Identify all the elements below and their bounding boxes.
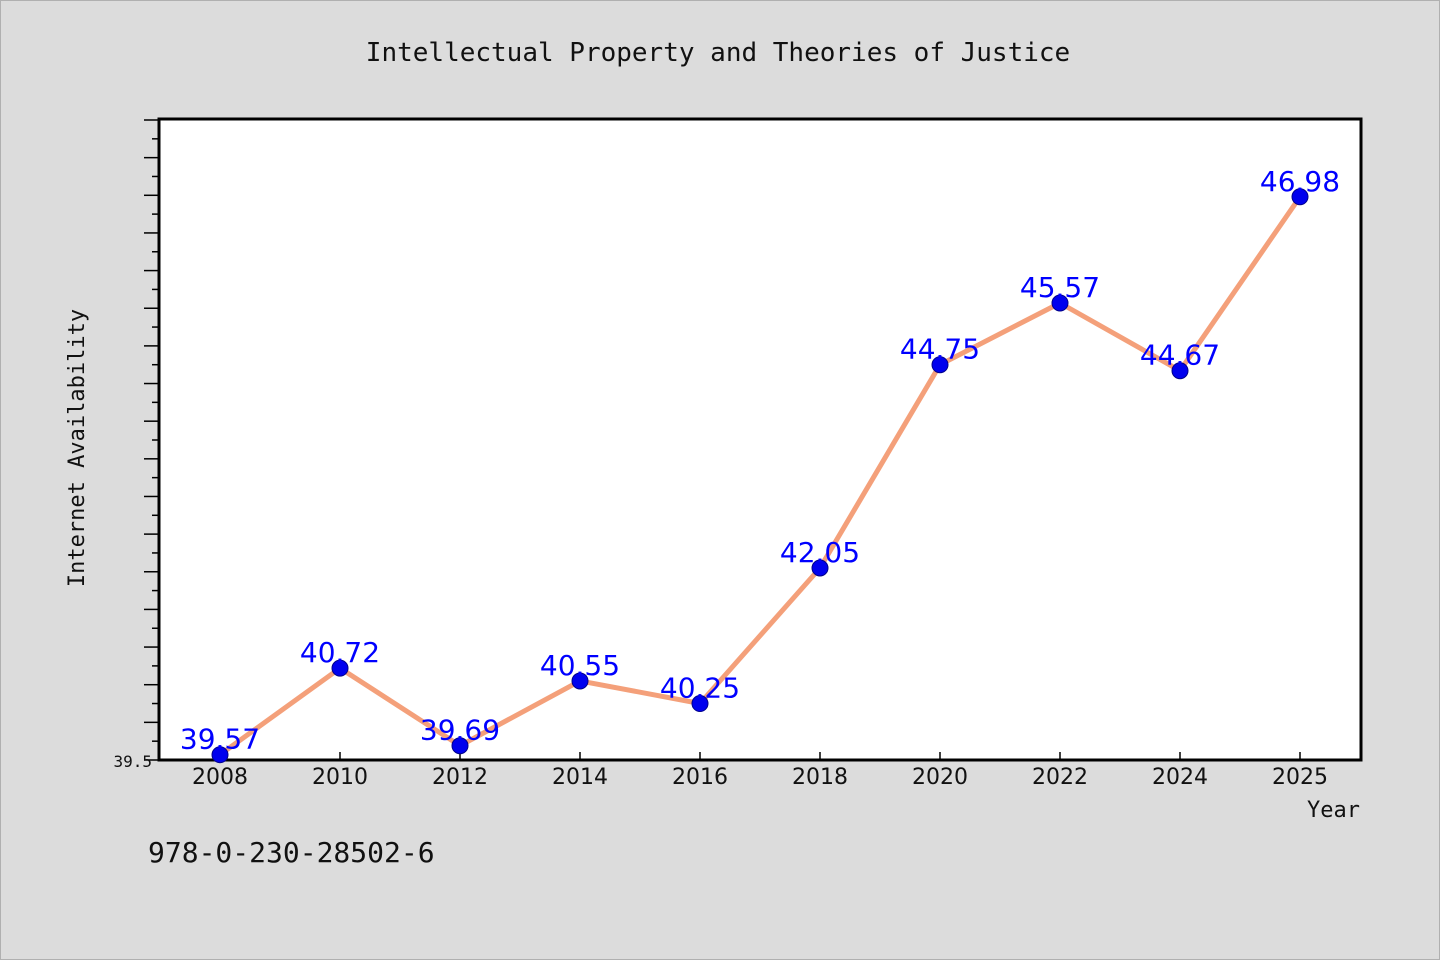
y-tick-label: 39.5 [113, 752, 152, 771]
data-label: 39.57 [180, 723, 260, 756]
x-tick-label: 2024 [1152, 765, 1208, 790]
x-axis-label: Year [1307, 798, 1360, 823]
x-tick-label: 2022 [1032, 765, 1088, 790]
data-label: 42.05 [780, 536, 860, 569]
x-tick-label: 2025 [1272, 765, 1328, 790]
x-tick-label: 2016 [672, 765, 728, 790]
data-label: 45.57 [1020, 271, 1100, 304]
data-point [811, 559, 829, 577]
data-label: 46.98 [1260, 165, 1340, 198]
x-tick-label: 2014 [552, 765, 608, 790]
y-axis-ticks [144, 119, 160, 761]
plot-area [157, 117, 1363, 762]
data-label: 40.72 [300, 636, 380, 669]
data-point [931, 356, 949, 374]
data-point [451, 737, 469, 755]
y-axis-label: Internet Availability [65, 309, 90, 587]
data-point [1291, 188, 1309, 206]
footer-isbn: 978-0-230-28502-6 [148, 836, 435, 869]
x-tick-label: 2008 [192, 765, 248, 790]
x-tick-label: 2018 [792, 765, 848, 790]
data-point [331, 659, 349, 677]
x-tick-label: 2012 [432, 765, 488, 790]
chart-title: Intellectual Property and Theories of Ju… [366, 38, 1070, 68]
data-point [211, 746, 229, 764]
data-label: 39.69 [420, 714, 500, 747]
x-axis-ticks: 2008 2010 2012 2014 2016 2018 2020 2022 2024 2025 [192, 752, 1328, 790]
data-point [691, 695, 709, 713]
data-point [571, 672, 589, 690]
x-tick-label: 2010 [312, 765, 368, 790]
data-label: 44.75 [900, 333, 980, 366]
data-point [1051, 294, 1069, 312]
series-line [217, 194, 1303, 758]
data-label: 44.67 [1140, 339, 1220, 372]
x-tick-label: 2020 [912, 765, 968, 790]
data-point [1171, 362, 1189, 380]
series-layer: 39.57 40.72 39.69 40.55 40.25 42.05 44.75 45.57… [180, 165, 1340, 764]
data-label: 40.25 [660, 672, 740, 705]
data-label: 40.55 [540, 649, 620, 682]
